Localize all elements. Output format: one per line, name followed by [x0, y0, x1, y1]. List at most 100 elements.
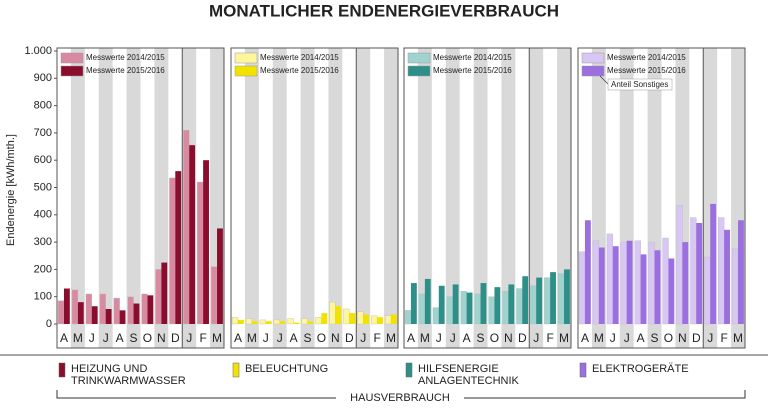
x-tick-label: J	[707, 331, 713, 345]
bar	[91, 306, 98, 324]
bar	[488, 296, 495, 325]
y-tick-label: 100	[34, 291, 52, 303]
y-tick-label: 700	[34, 127, 52, 139]
bar	[63, 288, 70, 324]
stripe	[70, 48, 85, 348]
bar	[391, 314, 397, 324]
bar	[592, 240, 600, 325]
stripe	[501, 48, 516, 348]
x-tick-label: M	[73, 331, 83, 345]
legend-label: Messwerte 2015/2016	[86, 66, 165, 75]
x-tick-label: J	[533, 331, 539, 345]
legend-label: Messwerte 2014/2015	[607, 53, 686, 62]
bar	[418, 293, 426, 325]
bar	[564, 269, 570, 324]
footer-swatch	[232, 362, 240, 378]
x-tick-label: A	[290, 331, 298, 345]
bar	[626, 240, 633, 324]
bar	[71, 289, 79, 325]
x-tick-label: D	[692, 331, 701, 345]
bar	[640, 254, 647, 324]
bar	[343, 308, 350, 325]
bar	[127, 296, 134, 325]
legend-swatch	[234, 52, 258, 64]
x-tick-label: D	[518, 331, 527, 345]
bar	[335, 306, 342, 324]
bar	[424, 278, 431, 324]
stripe	[244, 48, 259, 348]
legend-label: Messwerte 2015/2016	[607, 66, 686, 75]
bar	[183, 129, 190, 325]
y-tick-label: 0	[46, 318, 52, 330]
bar	[85, 293, 92, 325]
x-tick-label: J	[103, 331, 109, 345]
x-tick-label: A	[463, 331, 471, 345]
y-tick-label: 200	[34, 263, 52, 275]
x-tick-label: F	[720, 331, 727, 345]
bar	[578, 251, 586, 325]
bar	[682, 242, 689, 324]
y-tick-label: 900	[34, 72, 52, 84]
bar	[460, 291, 467, 325]
bar	[321, 313, 328, 324]
x-tick-label: M	[559, 331, 569, 345]
legend-swatch	[234, 65, 258, 77]
x-tick-label: M	[733, 331, 743, 345]
stripe	[417, 48, 432, 348]
bar	[315, 316, 322, 325]
bar	[584, 220, 591, 324]
x-tick-label: N	[678, 331, 687, 345]
bar	[287, 318, 294, 325]
bar	[536, 277, 543, 324]
x-tick-label: S	[651, 331, 659, 345]
bar	[662, 237, 669, 325]
bar	[231, 316, 239, 325]
bar	[203, 160, 209, 324]
legend-swatch	[407, 65, 431, 77]
x-tick-label: A	[116, 331, 124, 345]
x-tick-label: A	[234, 331, 242, 345]
bar	[710, 203, 717, 324]
bar	[648, 241, 655, 325]
y-tick-label: 800	[34, 100, 52, 112]
panel-frame	[56, 47, 225, 349]
footer-label: ELEKTROGERÄTE	[592, 363, 689, 375]
bar	[724, 229, 730, 324]
x-tick-label: O	[317, 331, 326, 345]
legend-label: Messwerte 2015/2016	[260, 66, 339, 75]
legend-label: Messwerte 2014/2015	[86, 53, 165, 62]
bar	[349, 313, 356, 324]
bar	[718, 217, 725, 325]
x-tick-label: O	[664, 331, 673, 345]
x-tick-label: J	[450, 331, 456, 345]
bar	[155, 269, 162, 325]
panel-frame	[577, 47, 746, 349]
y-tick-label: 500	[34, 181, 52, 193]
x-tick-label: J	[624, 331, 630, 345]
bar	[307, 321, 314, 324]
legend-swatch	[60, 52, 84, 64]
bar	[676, 205, 683, 325]
footer-swatch	[58, 362, 66, 378]
stripe	[300, 48, 315, 348]
x-tick-label: M	[212, 331, 222, 345]
x-tick-label: A	[407, 331, 415, 345]
bar	[371, 315, 378, 325]
y-tick-label: 600	[34, 154, 52, 166]
bar	[279, 321, 286, 324]
bar	[384, 315, 392, 325]
footer-label: TRINKWARMWASSER	[71, 375, 186, 387]
bar	[251, 321, 258, 324]
bar	[654, 250, 661, 324]
bar	[738, 220, 744, 324]
chart-title: MONATLICHER ENDENERGIEVERBRAUCH	[209, 1, 559, 20]
bar	[522, 276, 529, 324]
y-axis-label: Endenergie [kWh/mth.]	[5, 134, 17, 246]
bar	[210, 266, 218, 325]
bar	[141, 293, 148, 325]
annotation-leader	[599, 75, 609, 85]
x-tick-label: A	[581, 331, 589, 345]
bar	[404, 310, 412, 325]
bar	[466, 292, 473, 324]
